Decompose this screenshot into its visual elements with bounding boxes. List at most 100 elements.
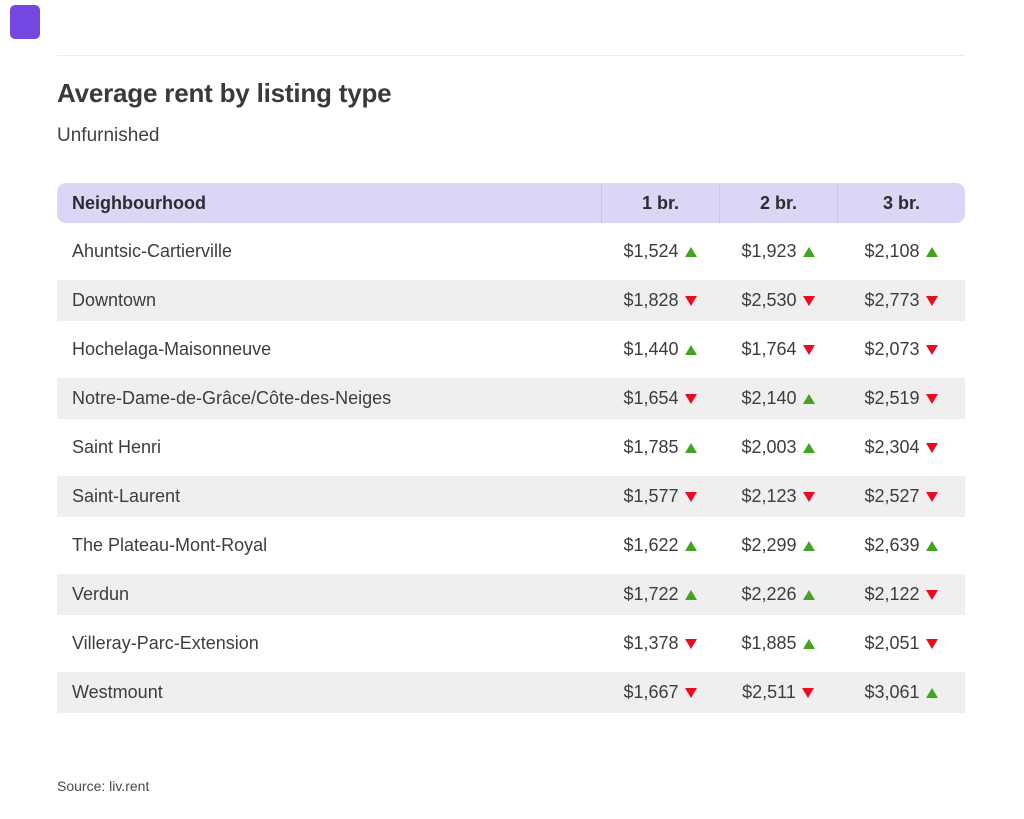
- table-row: Villeray-Parc-Extension $1,378 $1,885 $2,05…: [57, 623, 965, 664]
- rent-cell: $1,524: [601, 231, 719, 272]
- table-row: Verdun $1,722 $2,226 $2,122: [57, 574, 965, 615]
- rent-cell: $2,003: [719, 427, 837, 468]
- trend-down-icon: [802, 491, 815, 502]
- rent-cell: $1,378: [601, 623, 719, 664]
- rent-amount: $2,123: [741, 486, 797, 506]
- rent-amount: $2,108: [864, 241, 920, 261]
- rent-cell: $1,654: [601, 378, 719, 419]
- rent-amount: $1,923: [741, 241, 797, 261]
- table-row: Downtown $1,828 $2,530 $2,773: [57, 280, 965, 321]
- column-header-3br: 3 br.: [837, 183, 965, 223]
- trend-up-icon: [925, 246, 938, 257]
- rent-cell: $2,140: [719, 378, 837, 419]
- rent-cell: $2,639: [837, 525, 965, 566]
- rent-amount: $2,773: [864, 290, 920, 310]
- rent-amount: $1,885: [741, 633, 797, 653]
- table-header-row: Neighbourhood 1 br. 2 br. 3 br.: [57, 183, 965, 223]
- trend-down-icon: [925, 442, 938, 453]
- trend-down-icon: [684, 491, 697, 502]
- trend-up-icon: [802, 638, 815, 649]
- rent-amount: $2,511: [742, 682, 796, 702]
- rent-amount: $2,299: [741, 535, 797, 555]
- rent-amount: $1,440: [623, 339, 679, 359]
- rent-cell: $2,108: [837, 231, 965, 272]
- column-header-neighbourhood: Neighbourhood: [72, 192, 206, 213]
- rent-cell: $2,073: [837, 329, 965, 370]
- rent-amount: $1,654: [623, 388, 679, 408]
- trend-down-icon: [925, 393, 938, 404]
- rent-amount: $2,003: [741, 437, 797, 457]
- rent-cell: $1,667: [601, 672, 719, 713]
- rent-cell: $1,440: [601, 329, 719, 370]
- rent-amount: $2,051: [864, 633, 920, 653]
- rent-amount: $1,622: [623, 535, 679, 555]
- rent-cell: $1,722: [601, 574, 719, 615]
- rent-amount: $1,828: [623, 290, 679, 310]
- table-row: Ahuntsic-Cartierville $1,524 $1,923 $2,108: [57, 231, 965, 272]
- rent-cell: $1,785: [601, 427, 719, 468]
- trend-up-icon: [802, 246, 815, 257]
- trend-up-icon: [925, 540, 938, 551]
- rent-cell: $2,299: [719, 525, 837, 566]
- neighbourhood-cell: Downtown: [72, 290, 157, 310]
- column-header-1br: 1 br.: [601, 183, 719, 223]
- rent-amount: $1,785: [623, 437, 679, 457]
- neighbourhood-cell: Villeray-Parc-Extension: [72, 633, 259, 653]
- rent-amount: $1,722: [623, 584, 679, 604]
- trend-down-icon: [925, 295, 938, 306]
- table-row: Saint-Laurent $1,577 $2,123 $2,527: [57, 476, 965, 517]
- trend-down-icon: [684, 687, 697, 698]
- rent-cell: $2,226: [719, 574, 837, 615]
- rent-cell: $2,051: [837, 623, 965, 664]
- trend-down-icon: [684, 393, 697, 404]
- rent-cell: $2,530: [719, 280, 837, 321]
- rent-cell: $1,764: [719, 329, 837, 370]
- neighbourhood-cell: Saint-Laurent: [72, 486, 181, 506]
- rent-amount: $3,061: [864, 682, 920, 702]
- trend-up-icon: [684, 246, 697, 257]
- rent-cell: $1,828: [601, 280, 719, 321]
- rent-amount: $2,304: [864, 437, 920, 457]
- rent-cell: $3,061: [837, 672, 965, 713]
- rent-cell: $2,304: [837, 427, 965, 468]
- rent-amount: $1,667: [623, 682, 679, 702]
- rent-amount: $2,639: [864, 535, 920, 555]
- table-row: Westmount $1,667 $2,511 $3,061: [57, 672, 965, 713]
- table-row: Notre-Dame-de-Grâce/Côte-des-Neiges $1,65…: [57, 378, 965, 419]
- brand-mark: [10, 5, 40, 39]
- table-body: Ahuntsic-Cartierville $1,524 $1,923 $2,108 D…: [57, 231, 965, 713]
- neighbourhood-cell: The Plateau-Mont-Royal: [72, 535, 268, 555]
- rent-amount: $1,524: [623, 241, 679, 261]
- rent-cell: $2,519: [837, 378, 965, 419]
- neighbourhood-cell: Westmount: [72, 682, 163, 702]
- neighbourhood-cell: Verdun: [72, 584, 130, 604]
- page-subtitle: Unfurnished: [57, 125, 160, 146]
- neighbourhood-cell: Notre-Dame-de-Grâce/Côte-des-Neiges: [72, 388, 392, 408]
- infographic-panel: Average rent by listing type Unfurnished…: [57, 55, 965, 794]
- table-row: Hochelaga-Maisonneuve $1,440 $1,764 $2,073: [57, 329, 965, 370]
- trend-down-icon: [684, 638, 697, 649]
- trend-down-icon: [802, 295, 815, 306]
- rent-amount: $2,140: [741, 388, 797, 408]
- source-note: Source: liv.rent: [57, 778, 150, 794]
- trend-down-icon: [802, 344, 815, 355]
- trend-up-icon: [802, 393, 815, 404]
- page-title: Average rent by listing type: [57, 78, 392, 108]
- trend-down-icon: [925, 589, 938, 600]
- rent-amount: $2,226: [741, 584, 797, 604]
- rent-amount: $2,073: [864, 339, 920, 359]
- rent-cell: $1,923: [719, 231, 837, 272]
- rent-amount: $2,527: [864, 486, 920, 506]
- neighbourhood-cell: Hochelaga-Maisonneuve: [72, 339, 272, 359]
- trend-up-icon: [802, 540, 815, 551]
- neighbourhood-cell: Saint Henri: [72, 437, 162, 457]
- trend-up-icon: [802, 589, 815, 600]
- top-divider: [57, 55, 965, 56]
- rent-cell: $2,527: [837, 476, 965, 517]
- table-row: The Plateau-Mont-Royal $1,622 $2,299 $2,639: [57, 525, 965, 566]
- rent-amount: $1,764: [741, 339, 797, 359]
- column-header-2br: 2 br.: [719, 183, 837, 223]
- trend-down-icon: [925, 491, 938, 502]
- rent-cell: $1,622: [601, 525, 719, 566]
- trend-up-icon: [925, 687, 938, 698]
